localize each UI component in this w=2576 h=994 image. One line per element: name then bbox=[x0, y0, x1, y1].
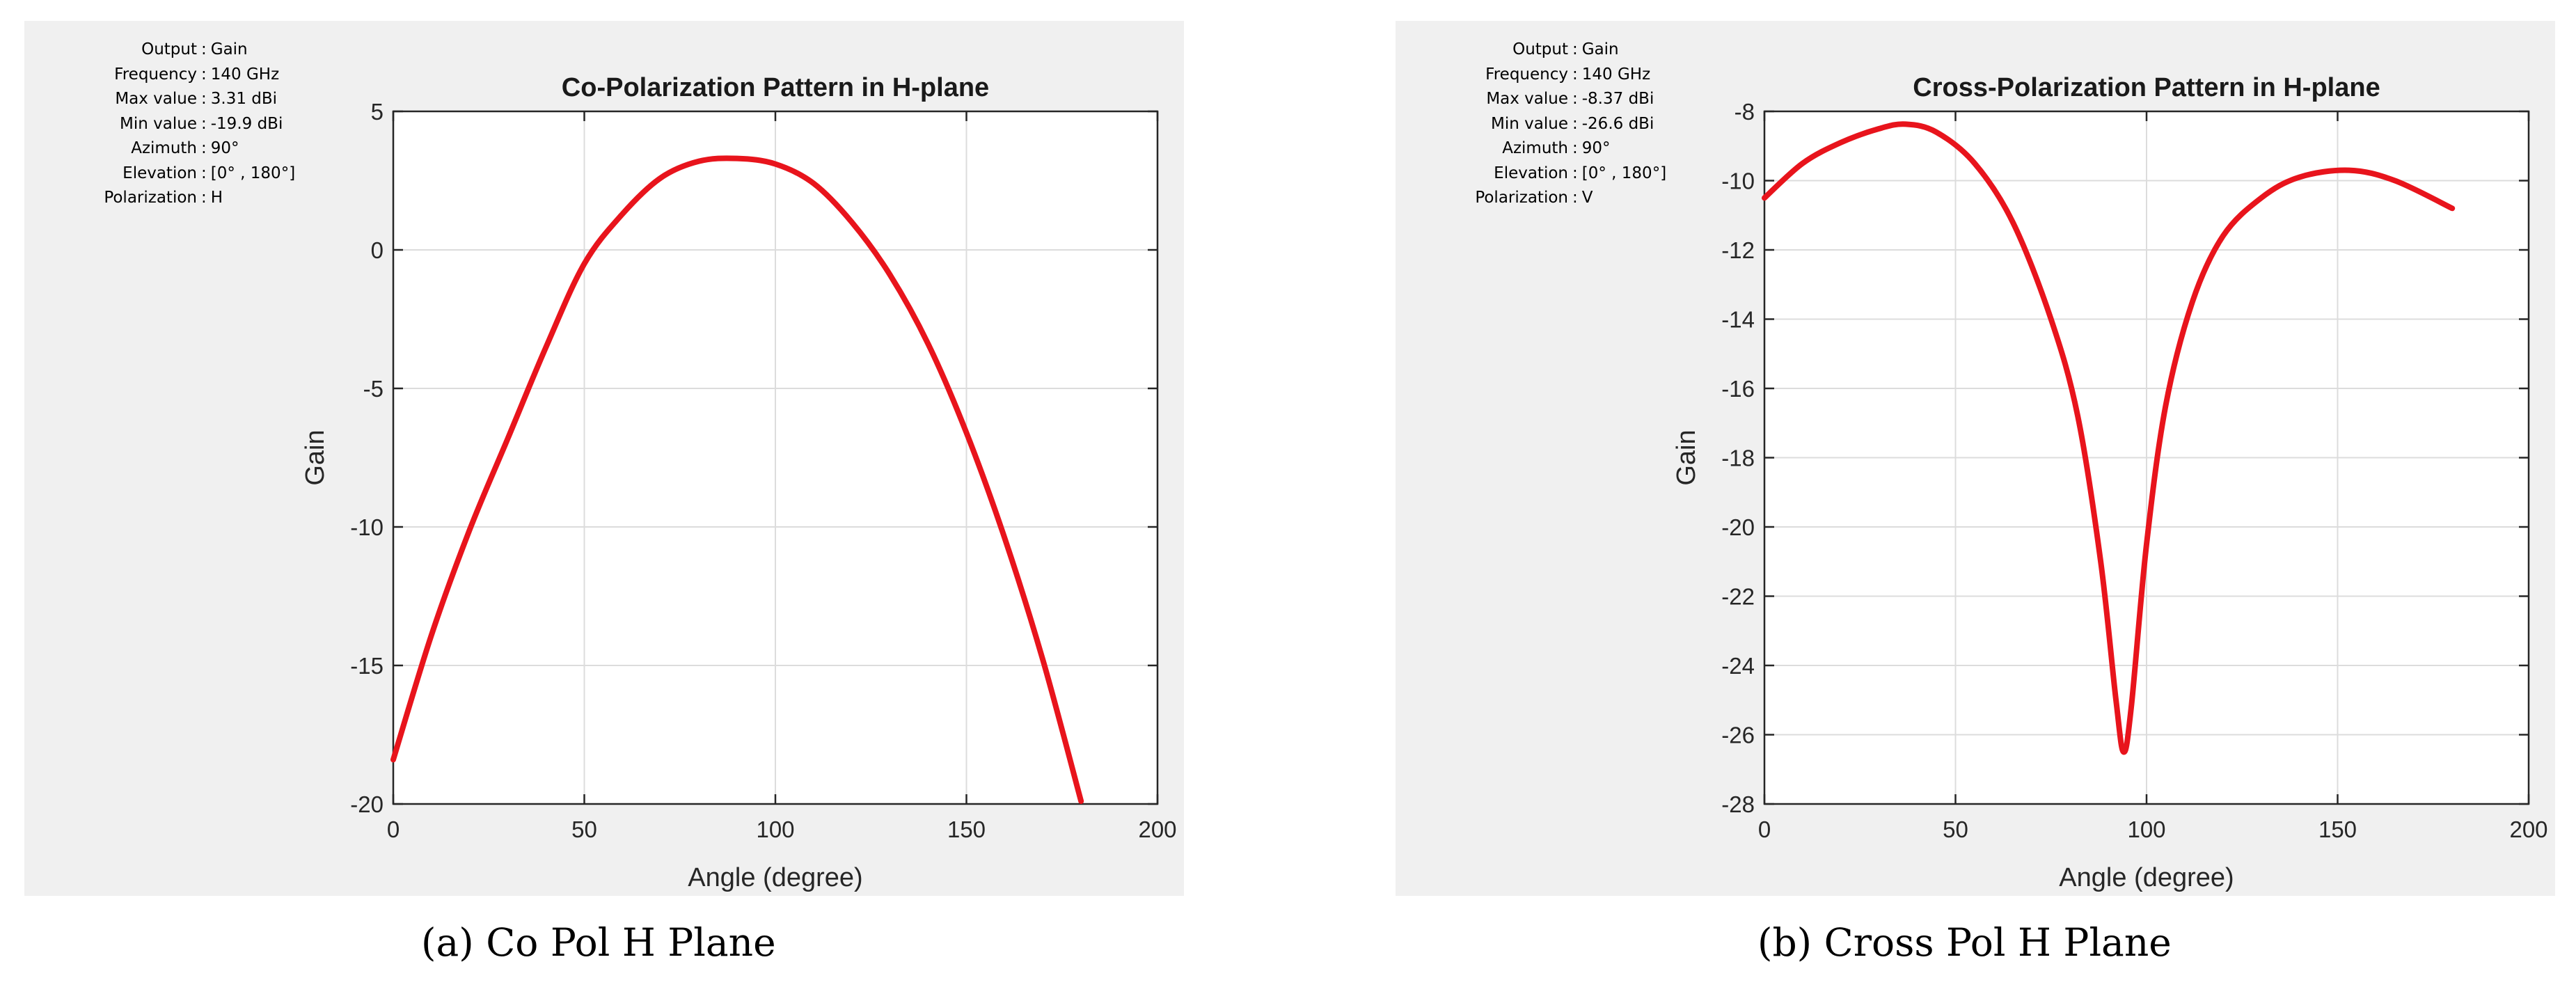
info-key: Min value bbox=[120, 114, 197, 133]
y-tick-label: -5 bbox=[363, 376, 384, 402]
info-row: Min value: -19.9 dBi bbox=[24, 112, 303, 137]
x-tick-label: 100 bbox=[756, 816, 794, 842]
y-tick-label: -16 bbox=[1721, 376, 1755, 402]
chart-title: Cross-Polarization Pattern in H-plane bbox=[1913, 73, 2380, 102]
info-value: -26.6 dBi bbox=[1581, 114, 1654, 133]
info-key: Elevation bbox=[1494, 164, 1568, 182]
info-key: Output bbox=[1512, 40, 1568, 58]
info-key: Max value bbox=[115, 90, 197, 108]
y-tick-label: -10 bbox=[350, 514, 384, 540]
y-tick-label: -18 bbox=[1721, 445, 1755, 471]
info-value: 90° bbox=[1581, 139, 1611, 157]
x-axis-label: Angle (degree) bbox=[2059, 863, 2234, 892]
x-tick-label: 50 bbox=[1943, 816, 1968, 842]
info-value: -19.9 dBi bbox=[210, 114, 283, 133]
cross-pol-chart: 0 50 100 150 200 -8 -10 -12 -14 -16 -18 -20 -22 -24 -2… bbox=[1672, 73, 2548, 892]
y-tick-label: -20 bbox=[350, 791, 384, 817]
figure-caption-a: (a) Co Pol H Plane bbox=[421, 920, 776, 965]
chart-panel-cross-pol: Output: Gain Frequency:140 GHz Max value:… bbox=[1396, 21, 2555, 896]
x-tick-label: 50 bbox=[571, 816, 597, 842]
info-value: [0° , 180°] bbox=[210, 164, 296, 182]
chart-panel-co-pol: Output: Gain Frequency:140 GHz Max value:… bbox=[24, 21, 1184, 896]
info-key: Output bbox=[141, 40, 197, 58]
info-row: Polarization: V bbox=[1396, 186, 1674, 211]
y-tick-label: -20 bbox=[1721, 514, 1755, 540]
figure-caption-b: (b) Cross Pol H Plane bbox=[1757, 920, 2172, 965]
y-tick-label: -14 bbox=[1721, 307, 1755, 333]
info-value: H bbox=[210, 189, 223, 207]
info-value: 140 GHz bbox=[210, 65, 280, 84]
info-row: Frequency:140 GHz bbox=[1396, 63, 1674, 88]
info-row: Max value: -8.37 dBi bbox=[1396, 87, 1674, 112]
x-tick-label: 200 bbox=[1138, 816, 1176, 842]
info-value: [0° , 180°] bbox=[1581, 164, 1667, 182]
y-tick-label: -24 bbox=[1721, 653, 1755, 679]
info-box: Output: Gain Frequency:140 GHz Max value:… bbox=[24, 38, 303, 211]
info-key: Polarization bbox=[1475, 189, 1568, 207]
y-axis-label: Gain bbox=[301, 429, 330, 485]
x-tick-label: 100 bbox=[2127, 816, 2165, 842]
x-tick-label: 0 bbox=[1758, 816, 1771, 842]
info-value: V bbox=[1581, 189, 1593, 207]
info-value: 90° bbox=[210, 139, 239, 157]
y-tick-label: 0 bbox=[371, 237, 384, 263]
info-value: Gain bbox=[210, 40, 248, 58]
y-tick-label: 5 bbox=[371, 99, 384, 125]
y-axis-label: Gain bbox=[1672, 429, 1701, 485]
info-row: Frequency:140 GHz bbox=[24, 63, 303, 88]
info-row: Min value: -26.6 dBi bbox=[1396, 112, 1674, 137]
info-key: Azimuth bbox=[131, 139, 197, 157]
co-pol-chart: 0 50 100 150 20050-5-10-15-20Co-Polarization… bbox=[301, 73, 1177, 892]
x-tick-label: 150 bbox=[947, 816, 986, 842]
gain-series-line bbox=[1762, 121, 2456, 755]
gain-series-line bbox=[390, 155, 1084, 805]
y-tick-label: -8 bbox=[1735, 99, 1755, 125]
info-row: Output: Gain bbox=[24, 38, 303, 63]
y-tick-label: -12 bbox=[1721, 237, 1755, 263]
info-row: Max value:3.31 dBi bbox=[24, 87, 303, 112]
info-row: Azimuth:90° bbox=[24, 136, 303, 161]
info-value: 140 GHz bbox=[1581, 65, 1651, 84]
x-tick-label: 0 bbox=[387, 816, 400, 842]
info-key: Frequency bbox=[1485, 65, 1568, 84]
y-tick-label: -26 bbox=[1721, 723, 1755, 748]
y-tick-label: -15 bbox=[350, 653, 384, 679]
info-row: Polarization: H bbox=[24, 186, 303, 211]
info-key: Azimuth bbox=[1502, 139, 1568, 157]
info-row: Azimuth:90° bbox=[1396, 136, 1674, 161]
info-value: 3.31 dBi bbox=[210, 90, 278, 108]
info-row: Elevation: [0° , 180°] bbox=[1396, 161, 1674, 187]
x-axis-label: Angle (degree) bbox=[688, 863, 862, 892]
info-row: Output: Gain bbox=[1396, 38, 1674, 63]
x-tick-label: 200 bbox=[2509, 816, 2547, 842]
info-value: Gain bbox=[1581, 40, 1619, 58]
info-key: Polarization bbox=[104, 189, 197, 207]
chart-title: Co-Polarization Pattern in H-plane bbox=[562, 73, 989, 102]
info-key: Min value bbox=[1491, 114, 1568, 133]
info-box: Output: Gain Frequency:140 GHz Max value:… bbox=[1396, 38, 1674, 211]
info-key: Elevation bbox=[123, 164, 197, 182]
info-key: Frequency bbox=[114, 65, 197, 84]
y-tick-label: -10 bbox=[1721, 168, 1755, 194]
y-tick-label: -22 bbox=[1721, 584, 1755, 610]
info-row: Elevation: [0° , 180°] bbox=[24, 161, 303, 187]
y-tick-label: -28 bbox=[1721, 791, 1755, 817]
info-value: -8.37 dBi bbox=[1581, 90, 1654, 108]
x-tick-label: 150 bbox=[2318, 816, 2357, 842]
info-key: Max value bbox=[1486, 90, 1568, 108]
